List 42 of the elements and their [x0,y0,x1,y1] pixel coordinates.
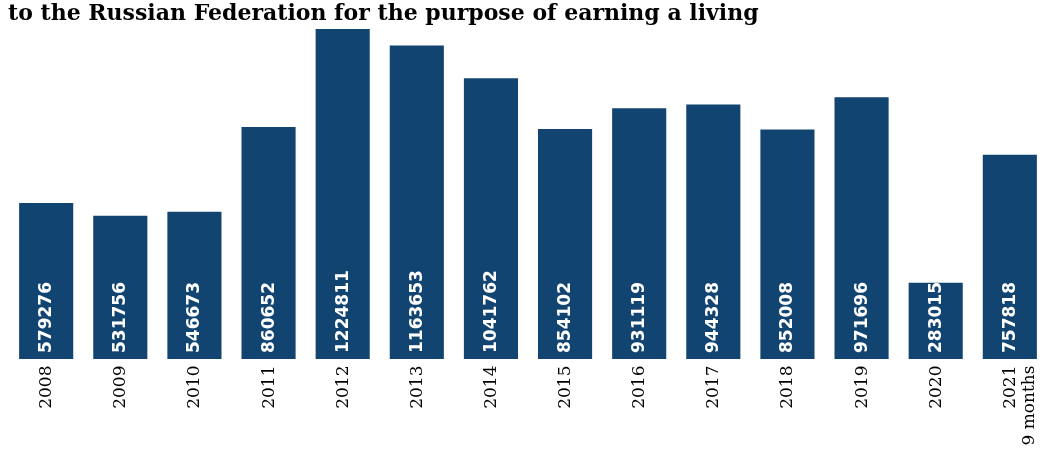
data-label: 1224811 [331,270,352,353]
bar [760,129,815,359]
data-label: 852008 [776,282,797,353]
bar [538,128,593,359]
bar [982,154,1037,359]
bar [834,97,889,359]
x-tick-label: 2016 [628,365,649,409]
bar [167,211,222,359]
x-tick-label: 2010 [183,365,204,409]
x-tick-label: 2017 [702,365,723,409]
data-label: 579276 [35,282,56,353]
x-tick-label: 2021 9 months [998,365,1038,446]
x-tick-label: 2012 [331,365,352,409]
chart-title: to the Russian Federation for the purpose of earning a living [8,0,759,25]
x-tick-label: 2011 [257,365,278,409]
bar [612,108,667,359]
bar [686,104,741,359]
x-tick-label: 2008 [35,365,56,409]
data-label: 283015 [924,282,945,353]
x-tick-label: 2009 [109,365,130,409]
data-label: 1163653 [405,270,426,353]
bar [241,127,296,359]
data-label: 1041762 [479,270,500,353]
data-label: 931119 [628,282,649,353]
x-tick-label: 2019 [850,365,871,409]
data-label: 531756 [109,282,130,353]
x-tick-label: 2013 [405,365,426,409]
data-label: 860652 [257,282,278,353]
bar [463,78,518,359]
data-label: 854102 [554,282,575,353]
x-tick-label: 2014 [479,365,500,409]
x-tick-label: 2018 [776,365,797,409]
data-label: 971696 [850,282,871,353]
x-tick-label: 2015 [554,365,575,409]
data-label: 944328 [702,282,723,353]
bar [389,45,444,359]
data-label: 757818 [998,282,1019,353]
bar [93,215,148,359]
data-label: 546673 [183,282,204,353]
x-tick-label: 2020 [924,365,945,409]
bar [19,202,74,359]
bar [315,29,370,359]
